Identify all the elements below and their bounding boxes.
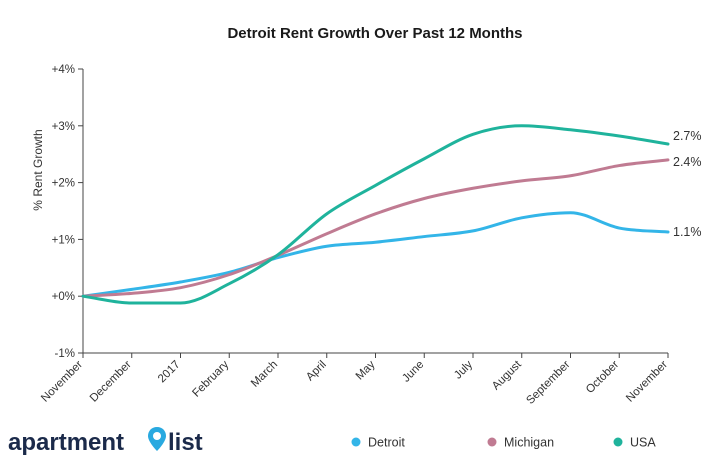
- x-tick-label: July: [452, 358, 475, 381]
- series-line-usa: [81, 124, 670, 305]
- legend-swatch-detroit: [351, 437, 361, 447]
- x-tick-label: November: [624, 359, 670, 405]
- end-label-michigan: 2.4%: [673, 155, 702, 169]
- end-label-detroit: 1.1%: [673, 225, 702, 239]
- x-tick-label: December: [88, 359, 134, 405]
- y-tick-label: +3%: [52, 121, 75, 133]
- x-tick-label: February: [190, 358, 231, 399]
- apartment-list-logo: apartment list: [8, 427, 203, 456]
- legend-label-detroit: Detroit: [368, 436, 405, 450]
- y-ticks: -1% +0% +1% +2% +3% +4%: [52, 64, 83, 360]
- y-tick-label: +1%: [52, 234, 75, 246]
- legend-label-michigan: Michigan: [504, 436, 554, 450]
- x-tick-label: August: [490, 358, 524, 392]
- chart-title: Detroit Rent Growth Over Past 12 Months: [227, 25, 522, 42]
- x-tick-label: September: [524, 359, 572, 407]
- end-label-usa: 2.7%: [673, 129, 702, 143]
- x-tick-label: November: [39, 359, 85, 405]
- y-tick-label: +0%: [52, 291, 75, 303]
- axes: [82, 69, 668, 354]
- x-tick-label: October: [584, 359, 622, 397]
- y-tick-label: +4%: [52, 64, 75, 76]
- map-pin-icon: [148, 427, 166, 451]
- y-tick-label: +2%: [52, 178, 75, 190]
- legend-swatch-usa: [613, 437, 623, 447]
- x-tick-label: March: [249, 359, 280, 390]
- x-ticks: November December 2017 February March April Ma…: [39, 353, 670, 407]
- y-axis-label: % Rent Growth: [31, 129, 45, 210]
- end-labels: 1.1% 2.4% 2.7%: [673, 129, 702, 239]
- legend-swatch-michigan: [487, 437, 497, 447]
- series-line-detroit: [81, 211, 670, 298]
- legend: Detroit Michigan USA: [351, 436, 656, 450]
- series-line-michigan: [81, 158, 670, 298]
- y-tick-label: -1%: [55, 348, 75, 360]
- x-tick-label: 2017: [156, 359, 183, 386]
- x-tick-label: May: [354, 358, 378, 382]
- x-tick-label: June: [400, 359, 426, 385]
- logo-text-left: apartment: [8, 429, 124, 456]
- series-lines: [81, 124, 670, 305]
- legend-label-usa: USA: [630, 436, 656, 450]
- x-tick-label: April: [304, 359, 329, 384]
- logo-text-right: list: [168, 429, 203, 456]
